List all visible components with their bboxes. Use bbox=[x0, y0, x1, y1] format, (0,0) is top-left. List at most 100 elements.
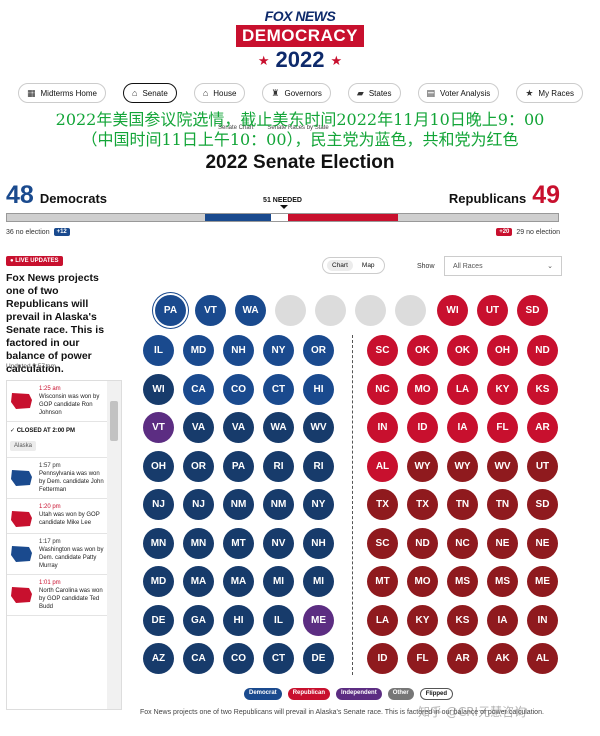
state-seat[interactable]: OH bbox=[143, 450, 174, 482]
state-seat[interactable]: WY bbox=[407, 450, 438, 482]
state-seat[interactable]: RI bbox=[303, 450, 334, 482]
state-seat[interactable]: MI bbox=[303, 566, 334, 597]
state-seat[interactable]: ID bbox=[407, 412, 438, 443]
state-seat[interactable]: MD bbox=[183, 335, 214, 366]
feed-item[interactable]: 1:57 pm Pennsylvania was won by Dem. cand… bbox=[7, 458, 109, 499]
state-seat[interactable]: NE bbox=[527, 527, 558, 559]
state-seat[interactable]: OR bbox=[303, 335, 334, 366]
state-seat[interactable]: AR bbox=[447, 643, 478, 674]
state-seat[interactable]: VT bbox=[143, 412, 174, 443]
state-seat[interactable]: SD bbox=[517, 295, 548, 326]
state-seat[interactable]: NJ bbox=[183, 489, 214, 520]
state-seat[interactable]: KS bbox=[527, 373, 558, 405]
toggle-map[interactable]: Map bbox=[361, 262, 375, 269]
scrollbar-thumb[interactable] bbox=[110, 401, 118, 441]
state-seat[interactable]: RI bbox=[263, 450, 294, 482]
state-seat[interactable]: TN bbox=[447, 489, 478, 520]
state-seat[interactable]: NE bbox=[487, 527, 518, 559]
nav-midterms-home[interactable]: ▦ Midterms Home bbox=[18, 83, 106, 103]
state-seat[interactable]: GA bbox=[183, 604, 214, 636]
sidebar-headline[interactable]: Fox News projects one of two Republicans… bbox=[6, 272, 105, 375]
state-seat[interactable]: MS bbox=[487, 566, 518, 597]
state-seat[interactable]: MO bbox=[407, 566, 438, 597]
nav-governors[interactable]: ♜ Governors bbox=[262, 83, 331, 103]
state-seat[interactable]: UT bbox=[527, 450, 558, 482]
race-filter-select[interactable]: All Races ⌄ bbox=[444, 256, 562, 276]
state-seat[interactable]: LA bbox=[367, 604, 398, 636]
state-seat[interactable]: VA bbox=[183, 412, 214, 443]
state-seat[interactable]: VT bbox=[195, 295, 226, 326]
state-seat[interactable]: IN bbox=[367, 412, 398, 443]
state-seat[interactable]: MN bbox=[143, 527, 174, 559]
state-seat[interactable]: PA bbox=[223, 450, 254, 482]
state-seat[interactable]: IL bbox=[263, 604, 294, 636]
state-seat[interactable]: OR bbox=[183, 450, 214, 482]
state-seat[interactable]: NY bbox=[303, 489, 334, 520]
state-seat[interactable]: IN bbox=[527, 604, 558, 636]
state-seat[interactable]: NJ bbox=[143, 489, 174, 520]
state-seat[interactable]: MT bbox=[367, 566, 398, 597]
state-seat[interactable]: IL bbox=[143, 335, 174, 366]
state-seat[interactable]: FL bbox=[407, 643, 438, 674]
state-seat[interactable]: PA bbox=[155, 295, 186, 326]
state-seat[interactable]: MT bbox=[223, 527, 254, 559]
state-seat[interactable]: MI bbox=[263, 566, 294, 597]
state-seat[interactable]: WV bbox=[303, 412, 334, 443]
state-seat[interactable]: AL bbox=[367, 450, 398, 482]
feed-item[interactable]: 1:20 pm Utah was won by GOP candidate Mik… bbox=[7, 499, 109, 534]
state-seat[interactable]: WA bbox=[235, 295, 266, 326]
state-seat[interactable]: AK bbox=[487, 643, 518, 674]
state-seat[interactable]: ND bbox=[527, 335, 558, 366]
state-seat[interactable]: LA bbox=[447, 373, 478, 405]
state-seat[interactable]: WY bbox=[447, 450, 478, 482]
state-seat[interactable]: WI bbox=[437, 295, 468, 326]
state-seat[interactable]: NH bbox=[223, 335, 254, 366]
state-seat[interactable]: ME bbox=[527, 566, 558, 597]
state-seat[interactable]: WA bbox=[263, 412, 294, 443]
state-seat[interactable]: DE bbox=[303, 643, 334, 674]
state-seat[interactable]: NV bbox=[263, 527, 294, 559]
feed-item[interactable]: 1:01 pm North Carolina was won by GOP can… bbox=[7, 575, 109, 616]
tab-senate-races-by-state[interactable]: Senate Races by State bbox=[267, 125, 329, 131]
state-seat[interactable]: DE bbox=[143, 604, 174, 636]
state-seat[interactable]: NH bbox=[303, 527, 334, 559]
state-seat[interactable]: KS bbox=[447, 604, 478, 636]
state-seat[interactable]: WI bbox=[143, 373, 174, 405]
live-feed[interactable]: 1:25 am Wisconsin was won by GOP candidat… bbox=[6, 380, 122, 710]
state-seat[interactable]: CO bbox=[223, 373, 254, 405]
state-seat[interactable]: SC bbox=[367, 527, 398, 559]
state-seat[interactable]: KY bbox=[407, 604, 438, 636]
state-seat[interactable]: AZ bbox=[143, 643, 174, 674]
state-seat[interactable]: OH bbox=[487, 335, 518, 366]
feed-item[interactable]: 1:17 pm Washington was won by Dem. candid… bbox=[7, 534, 109, 575]
state-seat[interactable]: HI bbox=[223, 604, 254, 636]
nav-voter-analysis[interactable]: ▤ Voter Analysis bbox=[417, 83, 500, 103]
state-seat[interactable]: AL bbox=[527, 643, 558, 674]
nav-house[interactable]: ⌂ House bbox=[193, 83, 246, 103]
state-seat[interactable]: MO bbox=[407, 373, 438, 405]
state-seat[interactable]: NM bbox=[263, 489, 294, 520]
state-seat[interactable]: TX bbox=[367, 489, 398, 520]
toggle-chart[interactable]: Chart bbox=[327, 260, 353, 271]
state-seat[interactable]: SD bbox=[527, 489, 558, 520]
state-seat[interactable]: IA bbox=[447, 412, 478, 443]
state-seat[interactable]: TN bbox=[487, 489, 518, 520]
state-seat[interactable]: NC bbox=[367, 373, 398, 405]
state-seat[interactable]: CA bbox=[183, 373, 214, 405]
state-seat[interactable]: MN bbox=[183, 527, 214, 559]
state-seat[interactable]: MS bbox=[447, 566, 478, 597]
state-seat[interactable]: OK bbox=[407, 335, 438, 366]
state-seat[interactable]: MA bbox=[223, 566, 254, 597]
state-seat[interactable]: UT bbox=[477, 295, 508, 326]
feed-scrollbar[interactable] bbox=[107, 381, 121, 709]
state-seat[interactable]: ID bbox=[367, 643, 398, 674]
state-seat[interactable]: WV bbox=[487, 450, 518, 482]
tab-senate-chart[interactable]: Senate Chart bbox=[218, 125, 254, 131]
state-seat[interactable]: ME bbox=[303, 604, 334, 636]
state-seat[interactable]: VA bbox=[223, 412, 254, 443]
state-seat[interactable]: CT bbox=[263, 643, 294, 674]
state-seat[interactable]: MA bbox=[183, 566, 214, 597]
state-seat[interactable]: HI bbox=[303, 373, 334, 405]
state-seat[interactable]: FL bbox=[487, 412, 518, 443]
state-seat[interactable]: CA bbox=[183, 643, 214, 674]
